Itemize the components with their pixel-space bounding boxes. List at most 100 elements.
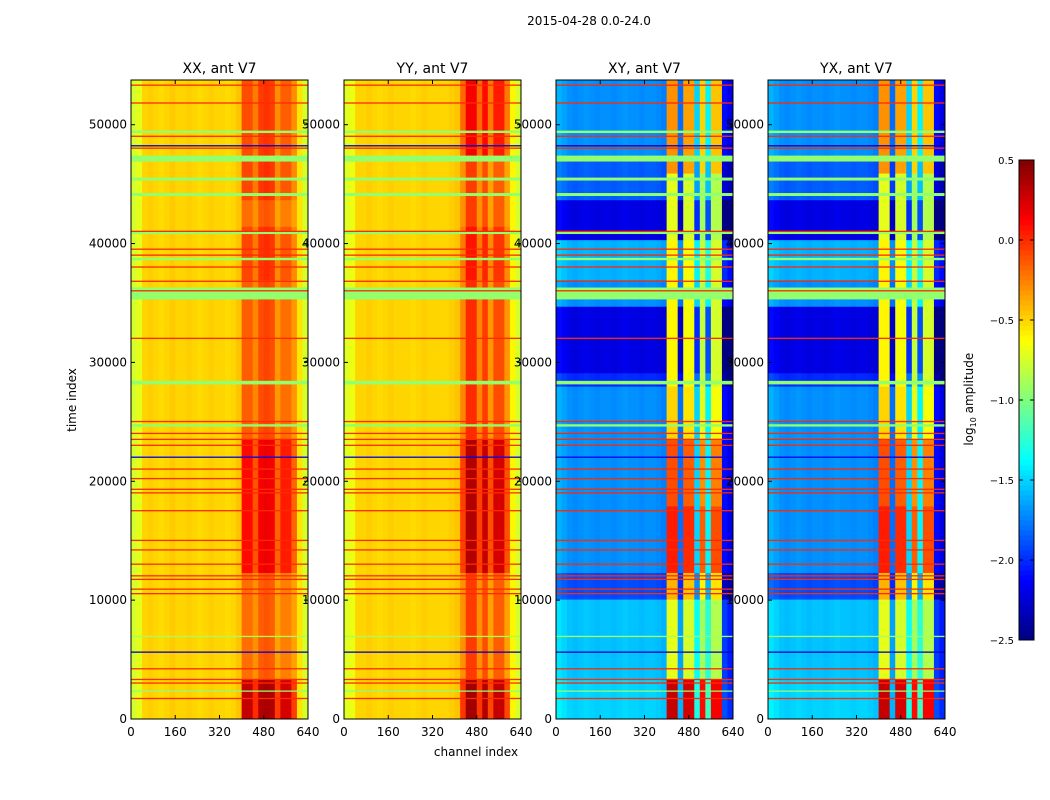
- heatmap-cell: [677, 585, 684, 600]
- heatmap-cell: [605, 519, 612, 534]
- heatmap-cell: [258, 106, 265, 121]
- heatmap-cell: [556, 412, 562, 427]
- heatmap-cell: [605, 679, 612, 693]
- heatmap-cell: [247, 545, 254, 560]
- heatmap-cell: [498, 159, 505, 174]
- heatmap-cell: [415, 199, 422, 214]
- heatmap-cell: [515, 266, 522, 281]
- heatmap-cell: [487, 133, 494, 147]
- heatmap-cell: [493, 319, 500, 334]
- heatmap-cell: [302, 466, 309, 480]
- heatmap-cell: [727, 692, 734, 707]
- heatmap-cell: [683, 266, 690, 281]
- heatmap-cell: [561, 106, 568, 121]
- heatmap-cell: [655, 412, 662, 427]
- heatmap-cell: [269, 359, 276, 374]
- heatmap-cell: [600, 532, 607, 547]
- heatmap-cell: [225, 585, 231, 600]
- heatmap-cell: [252, 119, 259, 134]
- heatmap-cell: [404, 279, 411, 294]
- heatmap-cell: [191, 279, 198, 294]
- heatmap-cell: [655, 692, 662, 707]
- heatmap-cell: [627, 399, 634, 414]
- heatmap-cell: [567, 612, 573, 627]
- heatmap-cell: [432, 492, 439, 507]
- heatmap-cell: [274, 492, 281, 507]
- heatmap-cell: [705, 439, 712, 454]
- heatmap-cell: [661, 213, 668, 227]
- heatmap-cell: [366, 106, 373, 121]
- heatmap-cell: [594, 679, 601, 693]
- heatmap-cell: [572, 306, 579, 321]
- heatmap-cell: [285, 199, 292, 214]
- heatmap-cell: [633, 306, 640, 321]
- heatmap-cell: [355, 639, 361, 653]
- heatmap-cell: [633, 106, 640, 121]
- flagged-time-band: [556, 438, 733, 441]
- heatmap-cell: [186, 372, 193, 387]
- heatmap-cell: [578, 559, 585, 573]
- heatmap-cell: [694, 466, 701, 480]
- heatmap-cell: [476, 293, 483, 307]
- heatmap-cell: [622, 705, 629, 720]
- heatmap-cell: [638, 372, 645, 387]
- heatmap-cell: [164, 559, 171, 573]
- heatmap-cell: [153, 93, 160, 108]
- heatmap-cell: [699, 199, 706, 214]
- heatmap-cell: [509, 412, 516, 427]
- heatmap-cell: [672, 399, 679, 414]
- heatmap-cell: [208, 452, 215, 467]
- heatmap-cell: [616, 559, 623, 573]
- heatmap-cell: [213, 359, 220, 374]
- heatmap-cell: [158, 386, 165, 400]
- heatmap-cell: [131, 599, 137, 613]
- heatmap-cell: [482, 319, 489, 334]
- heatmap-cell: [136, 346, 143, 360]
- heatmap-cell: [296, 412, 303, 427]
- heatmap-cell: [371, 665, 378, 680]
- heatmap-cell: [197, 559, 204, 573]
- flagged-time-band: [344, 337, 521, 339]
- heatmap-cell: [131, 239, 137, 254]
- flagged-time-band: [556, 432, 733, 435]
- heatmap-cell: [393, 80, 400, 94]
- heatmap-cell: [399, 306, 406, 321]
- heatmap-cell: [638, 679, 645, 693]
- heatmap-cell: [186, 545, 193, 560]
- heatmap-cell: [633, 479, 640, 494]
- heatmap-cell: [344, 266, 350, 281]
- heatmap-cell: [699, 239, 706, 254]
- heatmap-cell: [371, 293, 378, 307]
- heatmap-cell: [158, 639, 165, 653]
- heatmap-cell: [432, 652, 439, 667]
- heatmap-cell: [504, 293, 511, 307]
- heatmap-cell: [460, 665, 467, 680]
- heatmap-cell: [230, 293, 237, 307]
- heatmap-cell: [683, 519, 690, 534]
- heatmap-cell: [683, 133, 690, 147]
- heatmap-cell: [147, 279, 154, 294]
- heatmap-cell: [410, 306, 417, 321]
- heatmap-cell: [672, 479, 679, 494]
- heatmap-cell: [404, 386, 411, 400]
- heatmap-cell: [404, 199, 411, 214]
- heatmap-cell: [366, 705, 373, 720]
- heatmap-cell: [153, 612, 160, 627]
- heatmap-cell: [661, 679, 668, 693]
- heatmap-cell: [360, 545, 367, 560]
- heatmap-cell: [269, 80, 276, 94]
- heatmap-cell: [666, 266, 673, 281]
- x-tick-label: 320: [421, 725, 444, 739]
- heatmap-cell: [285, 652, 292, 667]
- heatmap-cell: [432, 612, 439, 627]
- flagged-time-band: [131, 177, 308, 181]
- heatmap-cell: [498, 599, 505, 613]
- flagged-time-band: [556, 510, 733, 512]
- heatmap-cell: [817, 692, 824, 707]
- heatmap-cell: [274, 466, 281, 480]
- heatmap-cell: [677, 332, 684, 347]
- heatmap-cell: [600, 199, 607, 214]
- heatmap-cell: [263, 359, 270, 374]
- heatmap-cell: [672, 359, 679, 374]
- heatmap-cell: [274, 386, 281, 400]
